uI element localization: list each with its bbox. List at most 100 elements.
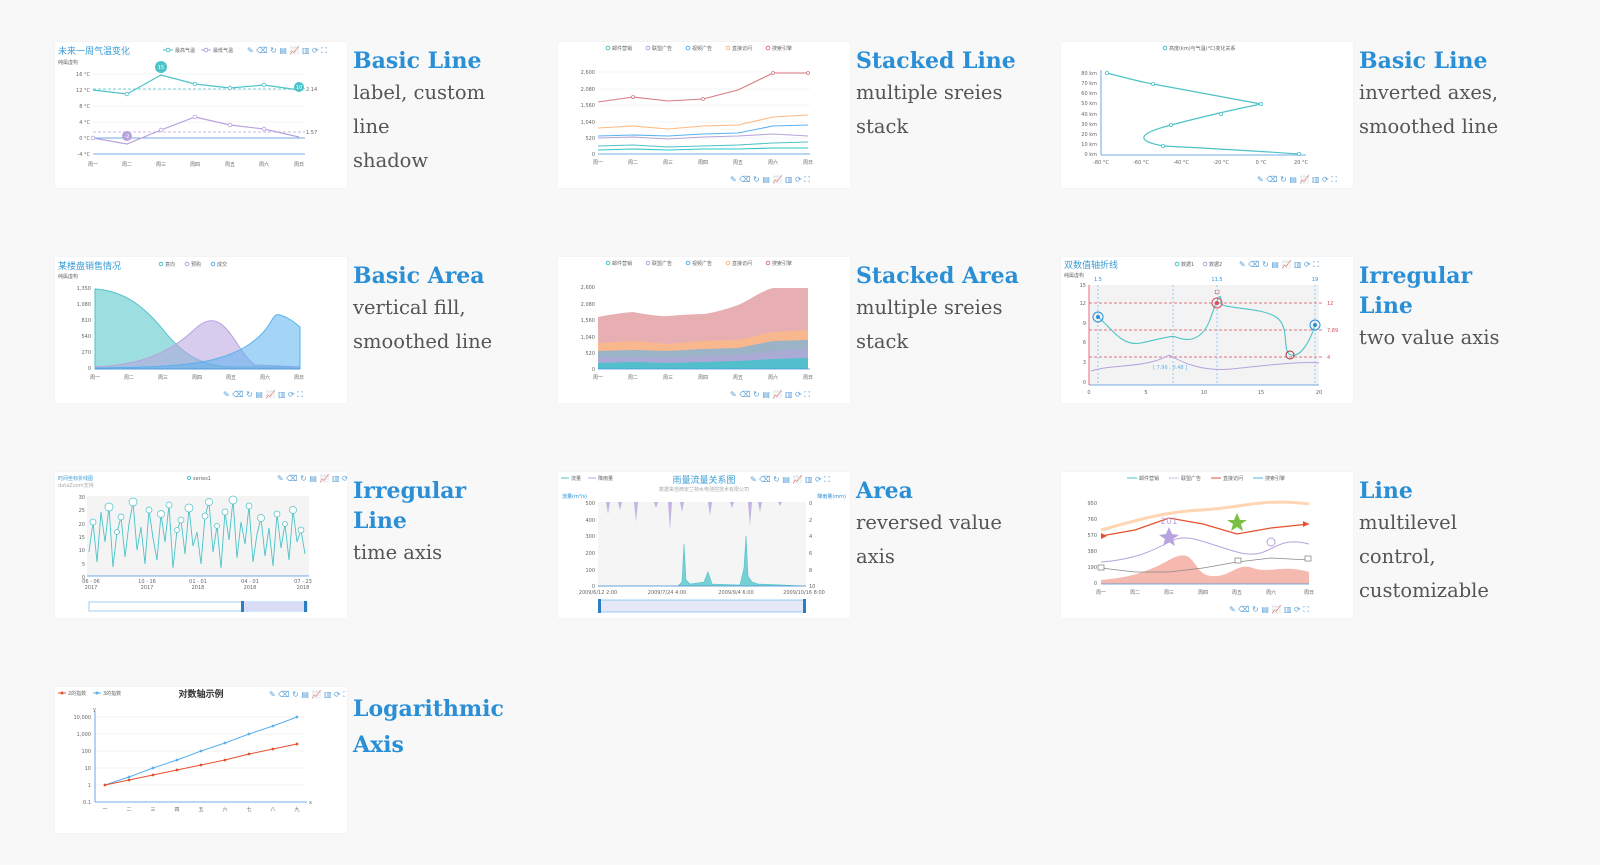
x-tick: 周一 xyxy=(1096,590,1106,596)
x-tick: 周二 xyxy=(628,160,638,166)
chart-thumbnail[interactable]: 邮件营销 联盟广告 直接访问 搜索引擎 950 760 570 380 190 … xyxy=(1061,472,1353,618)
thumb-subtitle: 纯属虚构 xyxy=(58,273,78,280)
y-tick: 1,000 xyxy=(77,732,91,738)
y-tick: 0.1 xyxy=(83,800,91,806)
thumbnail-basic-line: 未来一周气温变化 纯属虚构 最高气温 最低气温 ✎ ⌫ ↻ ▤ 📈 ▥ ⟳ ⛶ … xyxy=(58,45,327,168)
thumbnail-stacked-area: 邮件营销 联盟广告 视频广告 直接访问 搜索引擎 2,600 2,080 1,5… xyxy=(581,260,813,399)
chart-thumbnail[interactable]: 高度(km)与气温(°C)变化关系 80 km 70 km 60 km 50 k… xyxy=(1061,42,1353,188)
item-title-link[interactable]: Stacked Line xyxy=(856,48,1016,74)
item-description: label, custom line shadow xyxy=(353,81,486,172)
x-tick: 10 xyxy=(1201,390,1207,396)
chart-thumbnail[interactable]: 双数值轴折线 纯属虚构 数据1 数据2 ✎ ⌫ ↻ ▤ 📈 ▥ ⟳ ⛶ 12 9… xyxy=(1061,257,1353,403)
x-tick: 周一 xyxy=(88,162,98,168)
thumb-legend: 数据1 数据2 xyxy=(1174,261,1222,268)
item-title-link[interactable]: Logarithmic Axis xyxy=(353,696,504,758)
x-tick: 周五 xyxy=(225,162,235,168)
datazoom-handle-left[interactable] xyxy=(241,601,244,612)
y-tick: 950 xyxy=(1087,501,1097,507)
item-title-link[interactable]: Area xyxy=(856,478,913,504)
thumbnail-two-value-axis: 双数值轴折线 纯属虚构 数据1 数据2 ✎ ⌫ ↻ ▤ 📈 ▥ ⟳ ⛶ 12 9… xyxy=(1064,259,1338,396)
legend-label: 成交 xyxy=(217,261,227,268)
thumbnail-stacked-line: 邮件营销 联盟广告 视频广告 直接访问 搜索引擎 2,600 2,080 1,5… xyxy=(581,45,813,184)
y-tick: 6 xyxy=(1083,340,1086,346)
item-description: inverted axes, smoothed line xyxy=(1359,81,1499,138)
chart-thumbnail[interactable]: 未来一周气温变化 纯属虚构 最高气温 最低气温 ✎ ⌫ ↻ ▤ 📈 ▥ ⟳ ⛶ … xyxy=(55,42,347,188)
y-tick: 1,350 xyxy=(77,286,91,292)
item-description: vertical fill, smoothed line xyxy=(353,296,493,353)
y-tick: 70 km xyxy=(1081,81,1097,87)
mark-label: 7.89 xyxy=(1327,328,1338,334)
y-tick: 0 km xyxy=(1084,152,1097,158)
gallery-item-irregular-line-time: 时间坐标折线图 dataZoom支持 series1 ✎ ⌫ ↻ ▤ 📈 ▥ ⟳… xyxy=(55,472,525,622)
legend-label: 邮件营销 xyxy=(612,45,632,52)
legend-label: 预购 xyxy=(191,261,201,268)
min-label: -2 xyxy=(125,134,130,140)
item-caption: Stacked Line multiple sreies stack xyxy=(856,46,1026,144)
chart-thumbnail[interactable]: 流量 降雨量 雨量流量关系图 数据来自西安兰特水电测控技术有限公司 ✎ ⌫ ↻ … xyxy=(558,472,850,618)
y-tick: 40 km xyxy=(1081,112,1097,118)
y-tick: 10 xyxy=(85,766,91,772)
item-title-link[interactable]: Basic Line xyxy=(353,48,482,74)
item-caption: Logarithmic Axis xyxy=(353,691,523,763)
x-tick: -20 °C xyxy=(1213,160,1229,166)
item-caption: Stacked Area multiple sreies stack xyxy=(856,261,1026,359)
thumb-legend: 最高气温 最低气温 xyxy=(163,47,233,54)
y-tick: 200 xyxy=(585,551,595,557)
item-title-link[interactable]: Irregular Line xyxy=(1359,263,1473,319)
x-tick: 四 xyxy=(174,807,179,813)
x-tick: 04 - 01 xyxy=(241,579,259,585)
thumb-legend: 意向 预购 成交 xyxy=(158,261,227,268)
chart-thumbnail[interactable]: 某楼盘销售情况 纯属虚构 意向 预购 成交 1,350 1,080 810 54… xyxy=(55,257,347,403)
x-tick: -40 °C xyxy=(1173,160,1189,166)
x-tick: 周五 xyxy=(226,375,236,381)
x-tick: 周一 xyxy=(593,375,603,381)
y-tick: 190 xyxy=(1087,565,1097,571)
x-tick: 07 - 23 xyxy=(294,579,312,585)
chart-thumbnail[interactable]: 时间坐标折线图 dataZoom支持 series1 ✎ ⌫ ↻ ▤ 📈 ▥ ⟳… xyxy=(55,472,347,618)
y-tick-right: 0 xyxy=(809,501,812,507)
thumb-legend: 2的指数 3的指数 xyxy=(58,690,121,697)
legend-label: 视频广告 xyxy=(692,45,712,52)
datazoom-handle-right[interactable] xyxy=(304,601,307,612)
thumb-legend: 邮件营销 联盟广告 视频广告 直接访问 搜索引擎 xyxy=(605,260,792,267)
y-tick: 20 xyxy=(79,522,85,528)
x-tick: 20 xyxy=(1316,390,1322,396)
item-description: reversed value axis xyxy=(856,511,1002,568)
chart-thumbnail[interactable]: 邮件营销 联盟广告 视频广告 直接访问 搜索引擎 2,600 2,080 1,5… xyxy=(558,42,850,188)
y-tick: 4 °C xyxy=(79,120,90,126)
x-tick: 15 xyxy=(1258,390,1264,396)
y-tick: 10 km xyxy=(1081,142,1097,148)
legend-label: series1 xyxy=(193,476,211,482)
item-title-link[interactable]: Stacked Area xyxy=(856,263,1019,289)
datazoom-slider[interactable] xyxy=(598,599,806,613)
coordinate-readout: [ 7.96 , 0.48 ] xyxy=(1153,365,1187,371)
item-title-link[interactable]: Basic Area xyxy=(353,263,485,289)
thumb-toolbar: ✎ ⌫ ↻ ▤ 📈 ▥ ⟳ ⛶ xyxy=(277,473,347,483)
x-tick: 0 °C xyxy=(1256,160,1267,166)
item-title-link[interactable]: Basic Line xyxy=(1359,48,1488,74)
item-title-link[interactable]: Line xyxy=(1359,478,1413,504)
y-tick: 520 xyxy=(585,351,595,357)
thumb-legend: 流量 降雨量 xyxy=(561,475,613,482)
thumbnail-inverted-axes: 高度(km)与气温(°C)变化关系 80 km 70 km 60 km 50 k… xyxy=(1081,45,1337,184)
x-tick: 2009/10/16 8:00 xyxy=(783,590,825,596)
x-tick-year: 2017 xyxy=(141,585,154,591)
thumb-legend: 邮件营销 联盟广告 直接访问 搜索引擎 xyxy=(1127,475,1285,482)
gallery-item-basic-line: 未来一周气温变化 纯属虚构 最高气温 最低气温 ✎ ⌫ ↻ ▤ 📈 ▥ ⟳ ⛶ … xyxy=(55,42,525,192)
y-tick: 15 xyxy=(1080,283,1086,289)
item-title-link[interactable]: Irregular Line xyxy=(353,478,467,534)
item-caption: Basic Area vertical fill, smoothed line xyxy=(353,261,523,359)
gallery-item-logarithmic-axis: 2的指数 3的指数 对数轴示例 ✎ ⌫ ↻ ▤ 📈 ▥ ⟳ ⛶ y 10,000… xyxy=(55,687,525,837)
chart-thumbnail[interactable]: 2的指数 3的指数 对数轴示例 ✎ ⌫ ↻ ▤ 📈 ▥ ⟳ ⛶ y 10,000… xyxy=(55,687,347,833)
x-tick: 周三 xyxy=(156,162,166,168)
datazoom-slider[interactable] xyxy=(88,601,308,612)
datazoom-handle-left[interactable] xyxy=(598,599,601,613)
datazoom-handle-right[interactable] xyxy=(803,599,806,613)
y-tick: 810 xyxy=(81,318,91,324)
x-tick: 20 °C xyxy=(1294,160,1308,166)
x-tick: 周一 xyxy=(90,375,100,381)
chart-thumbnail[interactable]: 邮件营销 联盟广告 视频广告 直接访问 搜索引擎 2,600 2,080 1,5… xyxy=(558,257,850,403)
thumb-legend: 邮件营销 联盟广告 视频广告 直接访问 搜索引擎 xyxy=(605,45,792,52)
legend-label: 2的指数 xyxy=(68,690,86,697)
y-tick: 380 xyxy=(1087,549,1097,555)
